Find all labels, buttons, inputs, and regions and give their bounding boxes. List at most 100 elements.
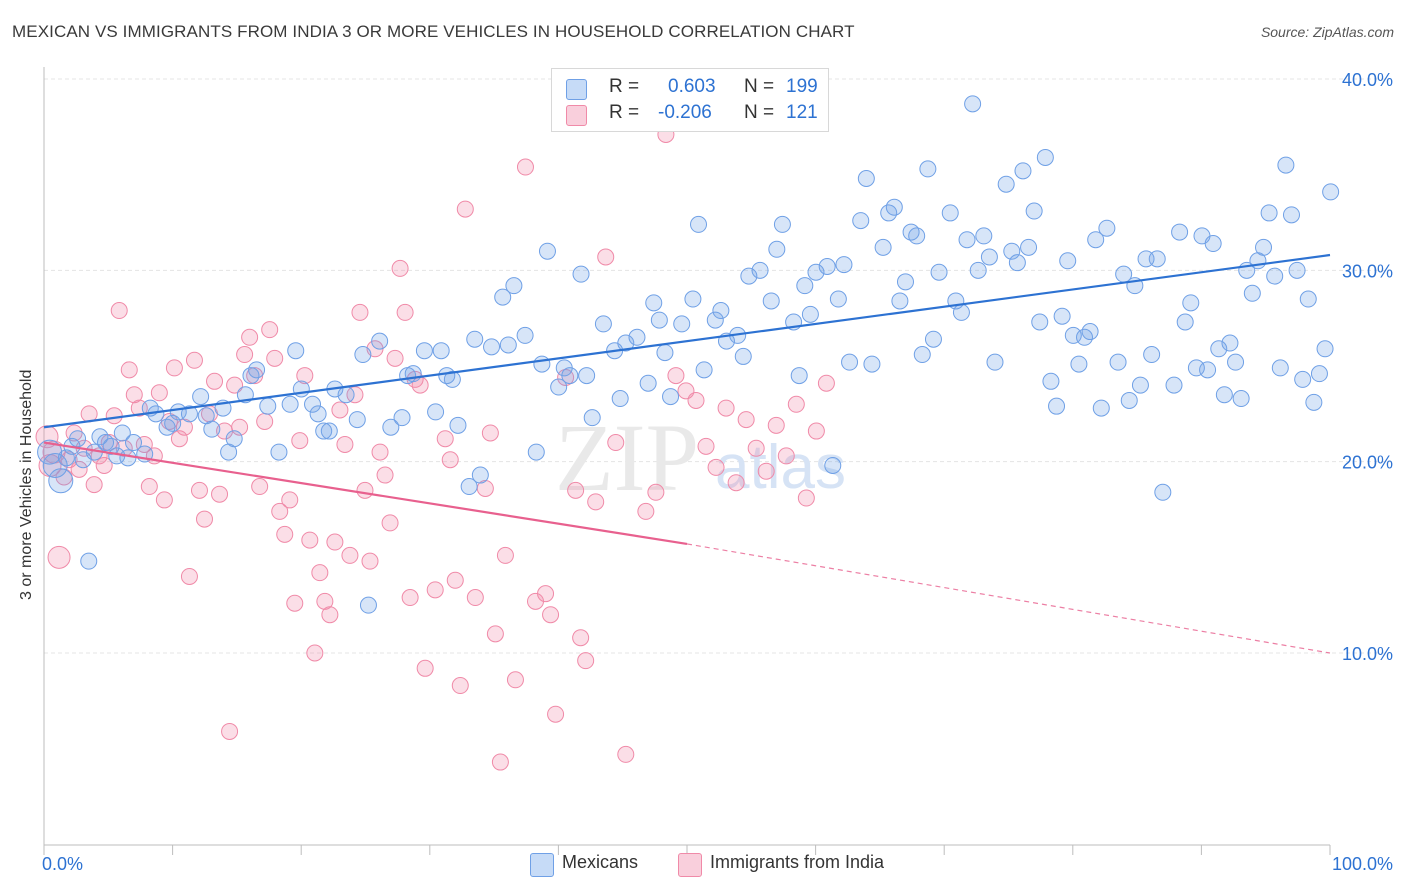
india-point: [281, 491, 299, 509]
mexicans-point: [952, 303, 970, 321]
mexicans-point: [650, 311, 668, 329]
mexicans-point: [281, 395, 299, 413]
india-point: [356, 481, 374, 499]
mexicans-point: [516, 326, 534, 344]
india-point: [371, 443, 389, 461]
mexicans-point: [1025, 202, 1043, 220]
mexicans-point: [639, 374, 657, 392]
india-point: [236, 346, 254, 364]
mexicans-point: [102, 437, 120, 455]
mexicans-point: [1266, 267, 1284, 285]
mexicans-point: [969, 261, 987, 279]
mexicans-point: [841, 353, 859, 371]
mexicans-point: [443, 370, 461, 388]
mexicans-point: [740, 267, 758, 285]
mexicans-point: [37, 439, 63, 465]
india-point: [286, 594, 304, 612]
mexicans-point: [471, 466, 489, 484]
y-tick-labels: 10.0% 20.0% 30.0% 40.0%: [1342, 70, 1393, 664]
india-point: [451, 677, 469, 695]
mexicans-point: [1187, 359, 1205, 377]
mexicans-point: [1042, 372, 1060, 390]
mexicans-point: [572, 265, 590, 283]
india-point: [326, 533, 344, 551]
mexicans-point: [180, 405, 198, 423]
mexicans-point: [1305, 393, 1323, 411]
india-point: [577, 652, 595, 670]
mexicans-point: [466, 330, 484, 348]
mexicans-point: [533, 355, 551, 373]
trend-lines: [43, 253, 1331, 654]
series-india-points: [35, 125, 835, 771]
stats-legend: R = 0.603 N = 199 R = -0.206 N = 121: [551, 68, 829, 132]
mexicans-point: [1098, 219, 1116, 237]
india-point: [351, 303, 369, 321]
legend-r-label: R =: [609, 102, 640, 123]
trend-line-india-extrapolated: [686, 543, 1331, 654]
mexicans-point: [1148, 250, 1166, 268]
mexicans-point: [964, 95, 982, 113]
india-point: [125, 386, 143, 404]
india-point: [271, 502, 289, 520]
mexicans-point: [852, 212, 870, 230]
india-point: [572, 629, 590, 647]
mexicans-point: [527, 443, 545, 461]
mexicans-point: [874, 238, 892, 256]
india-point: [331, 401, 349, 419]
mexicans-point: [695, 361, 713, 379]
mexicans-point: [48, 468, 74, 494]
mexicans-point: [762, 292, 780, 310]
india-point: [647, 483, 665, 501]
mexicans-point: [975, 227, 993, 245]
india-point: [707, 458, 725, 476]
mexicans-point: [734, 347, 752, 365]
india-point: [195, 510, 213, 528]
india-point: [381, 514, 399, 532]
mexicans-point: [538, 242, 556, 260]
india-point: [140, 478, 158, 496]
mexicans-point: [611, 390, 629, 408]
india-point: [542, 606, 560, 624]
mexicans-point: [986, 353, 1004, 371]
mexicans-point: [1282, 206, 1300, 224]
mexicans-point: [690, 215, 708, 233]
india-point: [316, 592, 334, 610]
mexicans-point: [824, 456, 842, 474]
source-label: Source: ZipAtlas.com: [1260, 24, 1394, 40]
y-tick-label: 20.0%: [1342, 453, 1393, 473]
mexicans-point: [304, 395, 322, 413]
india-point: [456, 200, 474, 218]
mexicans-point: [1087, 231, 1105, 249]
india-point: [95, 456, 113, 474]
mexicans-point: [483, 338, 501, 356]
mexicans-point: [1131, 376, 1149, 394]
mexicans-point: [1059, 252, 1077, 270]
mexicans-point: [958, 231, 976, 249]
india-point: [441, 451, 459, 469]
x-tick-label-start: 0.0%: [42, 854, 83, 874]
mexicans-point: [997, 175, 1015, 193]
bottom-legend-label: Mexicans: [562, 852, 639, 872]
india-point: [221, 722, 239, 740]
india-point: [321, 606, 339, 624]
mexicans-point: [1070, 355, 1088, 373]
mexicans-point: [1171, 223, 1189, 241]
india-point: [426, 581, 444, 599]
india-point: [376, 466, 394, 484]
mexicans-point: [561, 367, 579, 385]
india-point: [341, 546, 359, 564]
india-point: [47, 545, 71, 569]
mexicans-point: [773, 215, 791, 233]
mexicans-point: [1143, 346, 1161, 364]
trend-line-mexicans: [43, 253, 1331, 429]
mexicans-point: [125, 434, 143, 452]
mexicans-point: [393, 409, 411, 427]
mexicans-point: [80, 552, 98, 570]
mexicans-point: [1176, 313, 1194, 331]
india-point: [301, 531, 319, 549]
mexicans-point: [645, 294, 663, 312]
mexicans-point: [1053, 307, 1071, 325]
mexicans-point: [270, 443, 288, 461]
mexicans-point: [1288, 261, 1306, 279]
mexicans-point: [1154, 483, 1172, 501]
